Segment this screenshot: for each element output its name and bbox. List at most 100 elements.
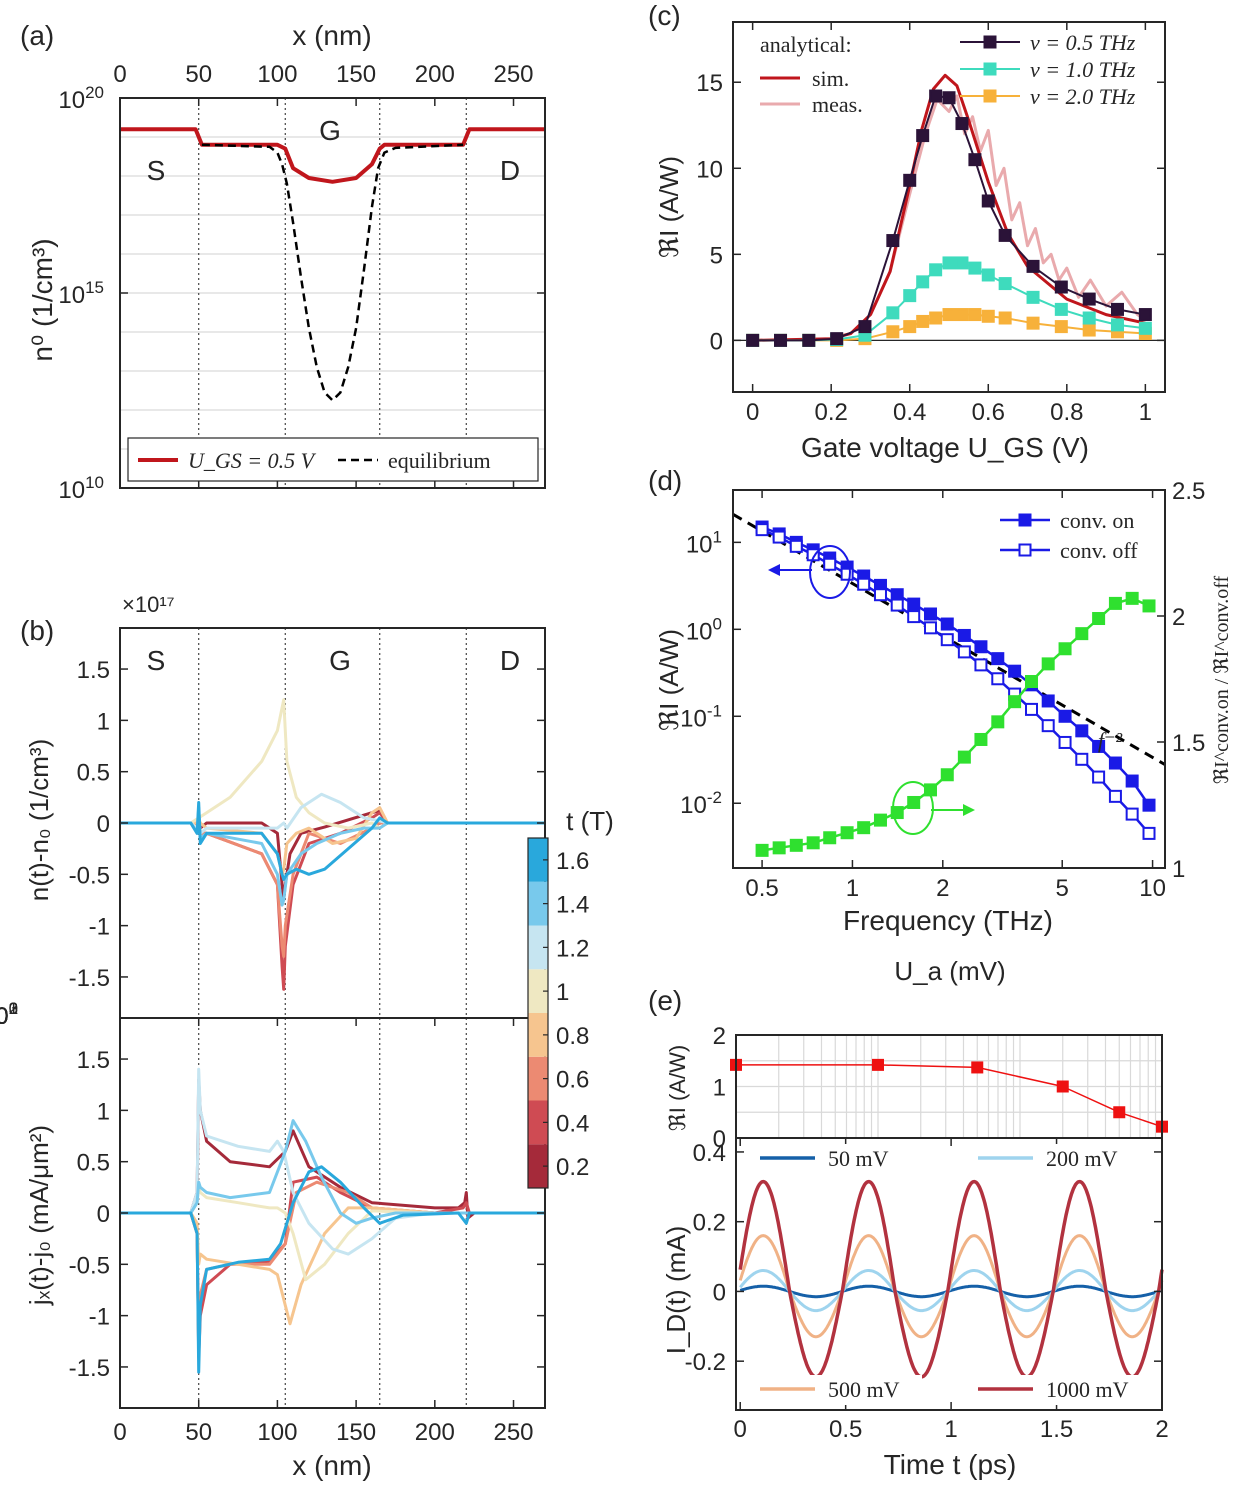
x-tick-label-exp: 2: [9, 999, 18, 1018]
data-marker: [1075, 724, 1089, 738]
data-marker: [971, 1061, 984, 1074]
legend-entry-frequency: ν = 1.0 THz: [1030, 57, 1136, 82]
data-marker: [830, 332, 844, 346]
data-marker: [1054, 280, 1068, 294]
y-tick-label-exp: 1: [713, 527, 722, 546]
region-label-drain: D: [500, 645, 520, 676]
y-tick-label: 15: [696, 70, 723, 97]
series-line-equilibrium: [201, 143, 464, 402]
y-tick-label: 0.2: [693, 1210, 726, 1237]
data-marker: [1108, 789, 1122, 803]
data-marker: [1054, 320, 1068, 334]
data-marker: [907, 610, 921, 624]
data-marker: [872, 1058, 884, 1071]
y-tick-label-exp: -2: [707, 788, 722, 807]
panel-label: (e): [648, 985, 682, 1016]
current-trace-1000mV: [738, 1179, 1164, 1379]
data-marker: [1082, 311, 1096, 325]
right-y-axis-label: ℜI^conv.on / ℜI^conv.off: [1211, 576, 1233, 785]
x-tick-label: 200: [415, 61, 455, 88]
y-tick-label: -1.5: [69, 1355, 110, 1382]
y-tick-label-base: 10: [680, 705, 707, 732]
data-marker: [942, 308, 956, 322]
data-marker: [857, 821, 871, 835]
data-marker: [1125, 807, 1139, 821]
legend-entry-conv-on: conv. on: [1060, 508, 1134, 533]
x-tick-label-base: 10: [0, 1003, 9, 1030]
y-tick-label: 0: [713, 1279, 726, 1306]
colorbar-tick-label: 0.6: [556, 1067, 589, 1094]
x-tick-label: 250: [493, 1419, 533, 1446]
data-marker: [929, 263, 943, 277]
data-marker: [957, 628, 971, 642]
colorbar-segment: [528, 1144, 548, 1188]
plot-frame: [732, 489, 1166, 869]
y-tick-label-base: 10: [680, 792, 707, 819]
data-marker: [1142, 798, 1156, 812]
data-marker: [1092, 770, 1106, 784]
x-tick-label: 100: [0, 999, 18, 1030]
y-tick-label-exp: 10: [85, 473, 104, 492]
right-y-tick-label: 1.5: [1172, 730, 1205, 757]
data-marker: [942, 256, 956, 270]
y-tick-label: 0: [97, 1201, 110, 1228]
colorbar-tick-label: 1.4: [556, 892, 589, 919]
data-marker: [968, 261, 982, 275]
x-tick-label: 1.5: [1040, 1416, 1073, 1443]
colorbar-segment: [528, 838, 548, 882]
data-marker: [886, 325, 900, 339]
data-marker: [1024, 702, 1038, 716]
data-marker: [1082, 323, 1096, 337]
x-tick-label-exp: 3: [9, 999, 18, 1018]
data-marker: [755, 523, 769, 537]
x-tick-label: 100: [257, 1419, 297, 1446]
x-axis-label: U_a (mV): [894, 956, 1005, 986]
y-tick-label: 1010: [58, 473, 104, 504]
legend-entry: 50 mV: [828, 1146, 889, 1171]
x-tick-label: 0.5: [745, 875, 778, 902]
exponent-label: ×10¹⁷: [122, 592, 175, 617]
x-axis-label: x (nm): [292, 1450, 371, 1481]
colorbar-tick-label: 0.2: [556, 1154, 589, 1181]
data-marker: [1138, 308, 1152, 322]
y-tick-label: 10: [696, 156, 723, 183]
y-tick-label: 101: [686, 527, 722, 558]
data-marker: [955, 117, 969, 131]
x-tick-label-base: 10: [0, 1003, 9, 1030]
plot-frame: [735, 1137, 1163, 1411]
colorbar-tick-label: 1.2: [556, 935, 589, 962]
x-tick-label: 0: [746, 399, 759, 426]
data-marker: [968, 153, 982, 167]
data-marker: [998, 228, 1012, 242]
data-marker: [1041, 694, 1055, 708]
x-tick-label-exp: 1: [9, 999, 18, 1018]
colorbar-segment: [528, 1100, 548, 1145]
x-tick-label: 0: [734, 1416, 747, 1443]
highlight-ellipse-left: [809, 545, 851, 599]
y-axis-label: ℜI (A/W): [654, 156, 684, 258]
data-marker: [957, 750, 971, 764]
legend-marker: [983, 62, 997, 76]
legend-entry-frequency: ν = 0.5 THz: [1030, 30, 1136, 55]
current-trace-200mV: [739, 1269, 1164, 1313]
data-marker: [940, 633, 954, 647]
responsivity-line: [736, 1064, 1163, 1128]
y-tick-label: -1: [89, 1304, 110, 1331]
legend-entry-meas: meas.: [812, 92, 863, 117]
data-marker: [1054, 302, 1068, 316]
series-line-0: [761, 525, 1151, 806]
data-marker: [1026, 316, 1040, 330]
x-tick-label: 103: [0, 999, 18, 1030]
x-tick-label: 150: [336, 61, 376, 88]
data-marker: [823, 831, 837, 845]
data-marker: [916, 314, 930, 328]
data-marker: [1108, 756, 1122, 770]
y-tick-label-base: 10: [58, 282, 85, 309]
y-tick-label: 1: [97, 708, 110, 735]
x-tick-label: 0: [113, 1419, 126, 1446]
panel-label: (d): [648, 465, 682, 496]
data-marker: [873, 813, 887, 827]
legend-entry-conv-off: conv. off: [1060, 538, 1138, 563]
data-marker: [1142, 826, 1156, 840]
x-tick-label: 200: [415, 1419, 455, 1446]
